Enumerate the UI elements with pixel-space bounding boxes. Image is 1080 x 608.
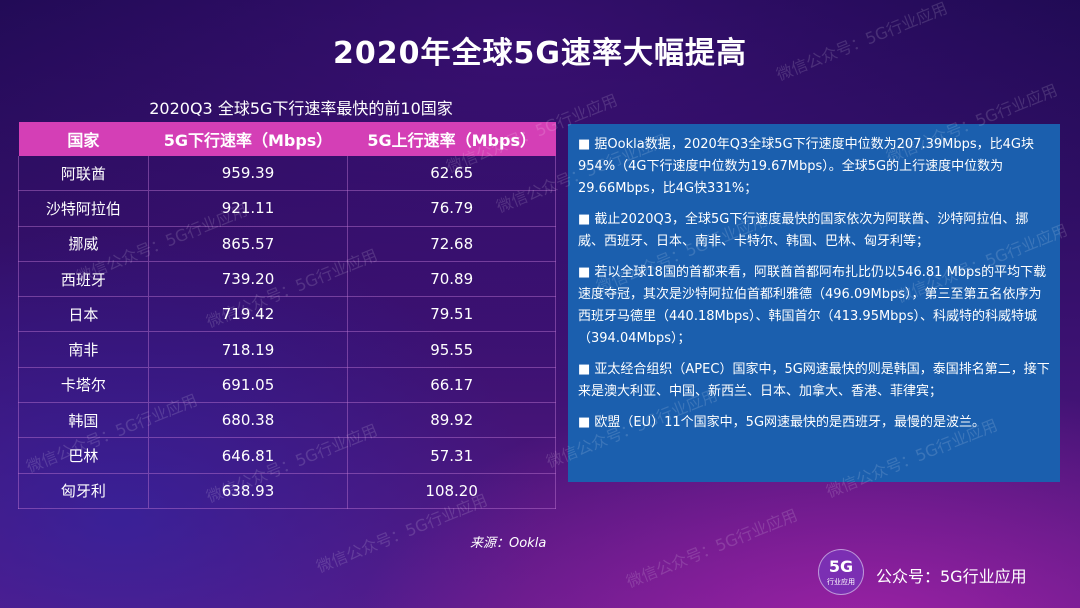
bullet-5: ■ 欧盟（EU）11个国家中，5G网速最快的是西班牙，最慢的是波兰。 [578,415,986,430]
header-download: 5G下行速率（Mbps） [148,122,348,156]
table-row: 匈牙利 638.93 108.20 [18,473,556,509]
cell-download: 718.19 [147,331,349,368]
cell-country: 南非 [18,331,149,368]
table-row: 沙特阿拉伯 921.11 76.79 [18,190,556,227]
cell-country: 阿联酋 [18,156,149,192]
cell-download: 739.20 [147,261,349,298]
cell-download: 921.11 [147,190,349,227]
cell-upload: 62.65 [347,156,556,192]
cell-country: 卡塔尔 [18,367,149,404]
table-row: 挪威 865.57 72.68 [18,226,556,262]
watermark: 微信公众号：5G行业应用 [623,505,801,592]
account-label: 公众号：5G行业应用 [876,567,1027,586]
table-row: 日本 719.42 79.51 [18,296,556,333]
cell-download: 719.42 [147,296,349,333]
cell-download: 638.93 [147,473,349,509]
cell-upload: 95.55 [347,331,556,368]
logo-text: 5G [828,557,854,576]
table-row: 西班牙 739.20 70.89 [18,261,556,298]
speed-table: 国家 5G下行速率（Mbps） 5G上行速率（Mbps） 阿联酋 959.39 62… [18,122,556,509]
page-title: 2020年全球5G速率大幅提高 [333,36,747,71]
cell-upload: 76.79 [347,190,556,227]
info-textbox: ■ 据Ookla数据，2020年Q3全球5G下行速度中位数为207.39Mbps… [568,124,1060,482]
table-caption: 2020Q3 全球5G下行速率最快的前10国家 [149,99,453,118]
header-country: 国家 [18,122,149,156]
table-header-row: 国家 5G下行速率（Mbps） 5G上行速率（Mbps） [18,122,556,156]
cell-country: 挪威 [18,226,149,262]
bullet-1: ■ 据Ookla数据，2020年Q3全球5G下行速度中位数为207.39Mbps… [578,137,1034,196]
source-note: 来源：Ookla [470,536,547,551]
cell-download: 959.39 [147,156,349,192]
cell-country: 匈牙利 [18,473,149,509]
table-row: 卡塔尔 691.05 66.17 [18,367,556,404]
cell-country: 沙特阿拉伯 [18,190,149,227]
5g-logo-icon: 5G 行业应用 [818,549,864,595]
bullet-4: ■ 亚太经合组织（APEC）国家中，5G网速最快的则是韩国，泰国排名第二，接下来… [578,362,1050,399]
bullet-2: ■ 截止2020Q3，全球5G下行速度最快的国家依次为阿联酋、沙特阿拉伯、挪威、… [578,212,1029,249]
cell-country: 日本 [18,296,149,333]
header-upload: 5G上行速率（Mbps） [347,122,556,156]
cell-download: 691.05 [147,367,349,404]
table-row: 韩国 680.38 89.92 [18,402,556,439]
cell-upload: 72.68 [347,226,556,262]
cell-country: 西班牙 [18,261,149,298]
cell-upload: 89.92 [347,402,556,439]
cell-upload: 66.17 [347,367,556,404]
cell-upload: 57.31 [347,437,556,474]
cell-upload: 79.51 [347,296,556,333]
logo-subtext: 行业应用 [827,578,855,586]
table-row: 巴林 646.81 57.31 [18,437,556,474]
cell-upload: 108.20 [347,473,556,509]
bullet-3: ■ 若以全球18国的首都来看，阿联酋首都阿布扎比仍以546.81 Mbps的平均… [578,265,1047,346]
cell-download: 680.38 [147,402,349,439]
cell-download: 646.81 [147,437,349,474]
cell-country: 韩国 [18,402,149,439]
table-row: 阿联酋 959.39 62.65 [18,156,556,192]
cell-upload: 70.89 [347,261,556,298]
table-row: 南非 718.19 95.55 [18,331,556,368]
cell-download: 865.57 [147,226,349,262]
cell-country: 巴林 [18,437,149,474]
